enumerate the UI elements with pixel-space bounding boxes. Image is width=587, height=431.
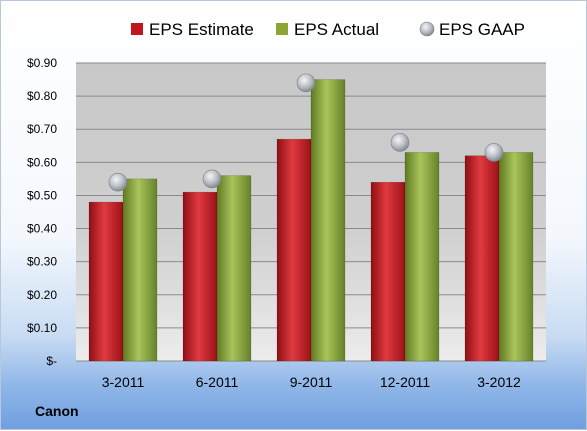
legend-label: EPS Estimate (149, 20, 254, 39)
y-tick-label: $0.90 (27, 56, 57, 70)
legend: EPS Estimate EPS Actual EPS GAAP (131, 20, 525, 39)
gaap-marker (296, 73, 316, 93)
actual-bar (122, 178, 158, 362)
actual-bar (310, 79, 346, 362)
company-name: Canon (35, 403, 79, 419)
y-tick-label: $0.70 (27, 122, 57, 136)
gaap-marker (390, 133, 410, 152)
legend-swatch-gaap (419, 21, 435, 37)
actual-bar (404, 152, 440, 362)
x-tick-label: 3-2012 (477, 374, 521, 390)
legend-swatch (276, 23, 288, 35)
x-tick-label: 6-2011 (196, 374, 239, 390)
y-axis-ticks: $- $0.10 $0.20 $0.30 $0.40 $0.50 $0.60 $0.70 $0.… (27, 56, 57, 368)
estimate-bar (276, 138, 312, 362)
estimate-bar (182, 191, 218, 362)
estimate-bar (464, 155, 500, 362)
y-tick-label: $- (46, 354, 57, 368)
x-tick-label: 12-2011 (380, 374, 431, 390)
gaap-marker (202, 169, 222, 189)
actual-bar (216, 175, 252, 362)
legend-label: EPS GAAP (439, 20, 525, 39)
y-tick-label: $0.40 (27, 222, 57, 236)
gaap-marker (108, 172, 128, 192)
y-tick-label: $0.10 (27, 321, 57, 335)
y-tick-label: $0.20 (27, 288, 57, 302)
legend-label: EPS Actual (294, 20, 379, 39)
legend-swatch (131, 23, 143, 35)
y-tick-label: $0.50 (27, 188, 57, 202)
estimate-bar (370, 181, 406, 362)
x-axis-ticks: 3-2011 6-2011 9-2011 12-2011 3-2012 (102, 374, 521, 390)
bars (88, 79, 534, 362)
y-tick-label: $0.60 (27, 155, 57, 169)
gaap-markers (108, 73, 504, 192)
gaap-marker (484, 143, 504, 162)
x-tick-label: 9-2011 (290, 374, 333, 390)
x-tick-label: 3-2011 (102, 374, 145, 390)
estimate-bar (88, 201, 124, 362)
y-tick-label: $0.80 (27, 89, 57, 103)
actual-bar (498, 152, 534, 362)
y-tick-label: $0.30 (27, 255, 57, 269)
